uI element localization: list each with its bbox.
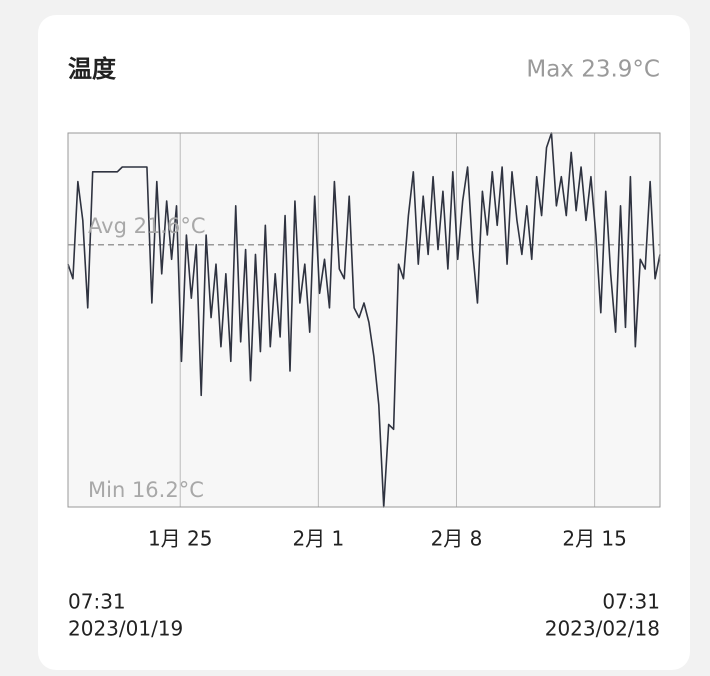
- avg-label: Avg 21.6°C: [88, 214, 206, 238]
- end-date: 2023/02/18: [545, 617, 660, 641]
- x-tick-label: 2月 1: [292, 527, 344, 551]
- x-tick-label: 1月 25: [148, 527, 213, 551]
- chart-title: 温度: [68, 55, 117, 83]
- max-label: Max 23.9°C: [526, 57, 660, 83]
- end-time: 07:31: [602, 590, 660, 614]
- plot-area: [68, 133, 660, 507]
- x-tick-label: 2月 15: [562, 527, 627, 551]
- plot-border: [67, 132, 661, 508]
- x-tick-label: 2月 8: [431, 527, 483, 551]
- start-date: 2023/01/19: [68, 617, 183, 641]
- start-time: 07:31: [68, 590, 126, 614]
- min-label: Min 16.2°C: [88, 478, 204, 502]
- temperature-line: [67, 132, 661, 508]
